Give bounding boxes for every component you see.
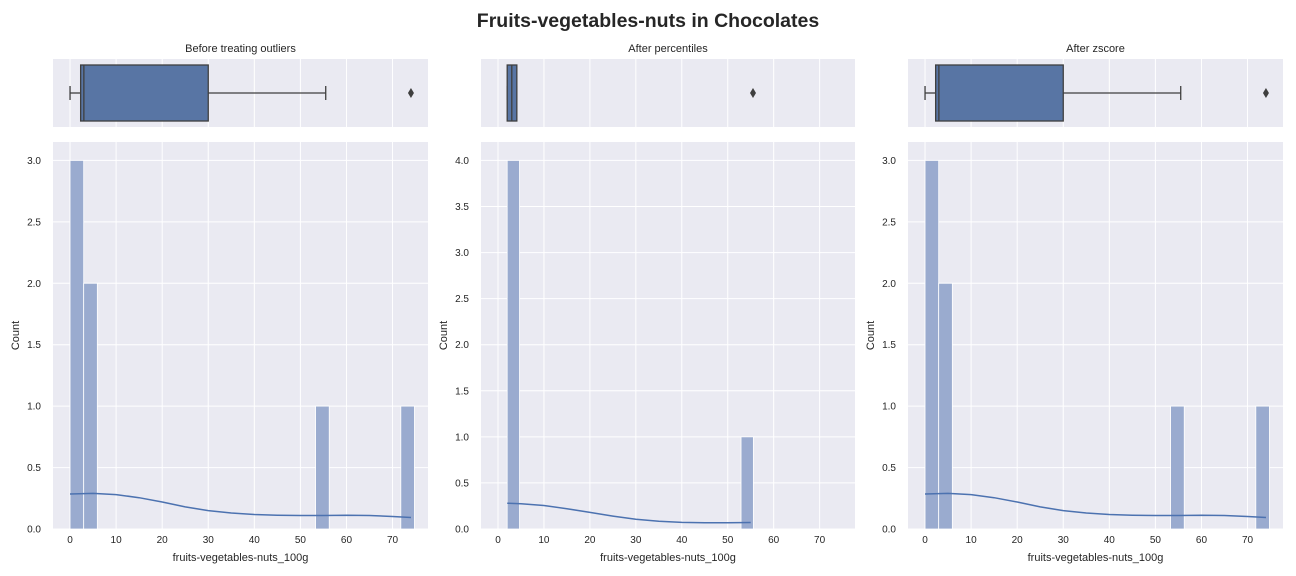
y-tick-label: 1.0 — [882, 402, 896, 413]
x-tick-label: 50 — [722, 535, 734, 546]
figure-title: Fruits-vegetables-nuts in Chocolates — [477, 10, 820, 32]
y-tick-label: 2.0 — [455, 340, 469, 351]
x-tick-label: 50 — [1150, 535, 1162, 546]
y-tick-label: 1.0 — [455, 432, 469, 443]
y-tick-label: 0.0 — [882, 525, 896, 536]
panel-title: After zscore — [1066, 43, 1125, 55]
x-tick-label: 30 — [630, 535, 642, 546]
y-tick-label: 2.5 — [455, 294, 469, 305]
histogram-background — [908, 142, 1283, 529]
y-tick-label: 2.0 — [27, 279, 41, 290]
x-tick-label: 60 — [1196, 535, 1208, 546]
y-tick-label: 0.5 — [27, 463, 41, 474]
boxplot-outlier — [1262, 88, 1269, 98]
x-tick-label: 10 — [111, 535, 123, 546]
x-tick-label: 70 — [1242, 535, 1254, 546]
x-tick-label: 30 — [1058, 535, 1070, 546]
x-tick-label: 10 — [538, 535, 550, 546]
x-tick-label: 0 — [922, 535, 928, 546]
y-tick-label: 2.5 — [882, 217, 896, 228]
y-tick-label: 1.5 — [27, 340, 41, 351]
y-tick-label: 0.0 — [455, 525, 469, 536]
boxplot-box — [934, 64, 1064, 122]
histogram-bar — [938, 282, 953, 530]
panel-1: Before treating outliers 0 10 20 30 40 50 60 70 0… — [10, 43, 428, 564]
histogram-bar — [1255, 405, 1270, 530]
histogram-background — [481, 142, 855, 529]
x-tick-label: 60 — [341, 535, 353, 546]
panel-2: After percentiles 0 10 20 30 40 50 60 70 0.0 0.5 1.… — [438, 43, 855, 564]
histogram-bar — [1170, 405, 1185, 530]
histogram-bar — [506, 160, 520, 530]
x-tick-label: 20 — [157, 535, 169, 546]
y-tick-label: 1.5 — [882, 340, 896, 351]
y-axis-label: Count — [10, 321, 22, 350]
histogram-bar — [83, 282, 98, 530]
x-tick-label: 70 — [814, 535, 826, 546]
x-tick-label: 20 — [1012, 535, 1024, 546]
x-tick-label: 30 — [203, 535, 215, 546]
y-tick-label: 2.5 — [27, 217, 41, 228]
y-tick-label: 0.5 — [882, 463, 896, 474]
y-tick-label: 3.0 — [27, 156, 41, 167]
histogram-bar — [400, 405, 415, 530]
y-tick-label: 1.0 — [27, 402, 41, 413]
y-axis-label: Count — [865, 321, 877, 350]
x-tick-label: 0 — [67, 535, 73, 546]
histogram-bar — [315, 405, 330, 530]
histogram-bar — [69, 160, 85, 530]
y-tick-label: 0.0 — [27, 525, 41, 536]
x-tick-label: 20 — [584, 535, 596, 546]
histogram-bar — [740, 436, 754, 530]
kde-line — [507, 502, 751, 524]
boxplot-box — [79, 64, 209, 122]
kde-line — [69, 492, 412, 519]
boxplot-outlier — [750, 88, 756, 98]
panel-3: After zscore 0 10 20 30 40 50 60 70 0.0 0.5 1.0 1.5 2… — [865, 43, 1283, 564]
y-tick-label: 2.0 — [882, 279, 896, 290]
histogram-bar — [924, 160, 940, 530]
y-tick-label: 1.5 — [455, 386, 469, 397]
y-tick-label: 3.5 — [455, 202, 469, 213]
x-tick-label: 0 — [495, 535, 501, 546]
kde-line — [924, 492, 1267, 519]
x-tick-label: 50 — [295, 535, 307, 546]
boxplot-background — [481, 59, 855, 127]
x-tick-label: 40 — [676, 535, 688, 546]
y-axis-label: Count — [438, 321, 450, 350]
x-axis-label: fruits-vegetables-nuts_100g — [1028, 552, 1164, 564]
panel-title: After percentiles — [628, 43, 708, 55]
boxplot-outlier — [407, 88, 414, 98]
x-tick-label: 70 — [387, 535, 399, 546]
panel-title: Before treating outliers — [185, 43, 296, 55]
x-tick-label: 60 — [768, 535, 780, 546]
x-tick-label: 10 — [966, 535, 978, 546]
y-tick-label: 0.5 — [455, 478, 469, 489]
histogram-background — [53, 142, 428, 529]
y-tick-label: 3.0 — [882, 156, 896, 167]
x-tick-label: 40 — [1104, 535, 1116, 546]
x-axis-label: fruits-vegetables-nuts_100g — [600, 552, 736, 564]
x-axis-label: fruits-vegetables-nuts_100g — [173, 552, 309, 564]
x-tick-label: 40 — [249, 535, 261, 546]
y-tick-label: 4.0 — [455, 156, 469, 167]
y-tick-label: 3.0 — [455, 248, 469, 259]
